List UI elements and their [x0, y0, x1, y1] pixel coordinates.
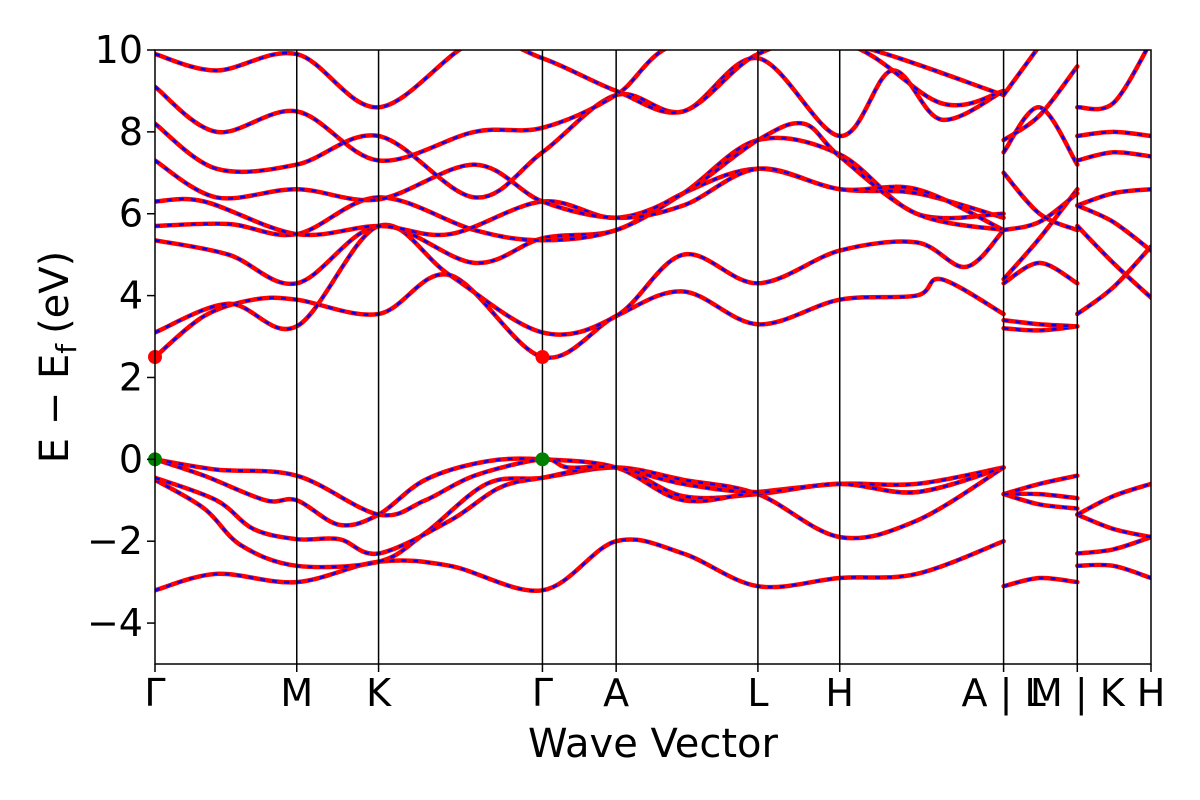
band-line-dashed-33: [1076, 187, 1151, 207]
band-line-dashed-29: [1076, 482, 1151, 516]
band-line-dashed-24: [1002, 106, 1079, 166]
band-line-37: [1075, 50, 1149, 112]
y-tick-label-3: 2: [119, 355, 143, 399]
band-line-dashed-37: [1077, 50, 1148, 111]
x-tick-label-1: M: [280, 671, 313, 715]
band-line-dashed-10: [155, 159, 1005, 232]
band-line-10: [155, 158, 1006, 233]
band-line-dashed-20: [1002, 261, 1078, 285]
y-axis-label: E − Ef (eV): [32, 251, 83, 464]
band-line-dashed-34: [1076, 204, 1151, 252]
band-line-dashed-26: [1002, 50, 1039, 96]
band-line-5: [155, 272, 1006, 361]
x-tick-label-8: M | K: [1030, 671, 1126, 716]
band-line-6: [155, 222, 1006, 337]
y-axis-label-subscript: f: [50, 343, 83, 354]
band-line-30: [1075, 562, 1151, 581]
band-line-dashed-6: [155, 223, 1005, 336]
band-line-33: [1075, 186, 1151, 208]
band-line-34: [1075, 203, 1151, 253]
x-tick-label-4: A: [603, 671, 629, 715]
band-line-25: [1001, 64, 1080, 143]
y-axis-ticks: −4 −2 0 2 4 6 8 10: [87, 28, 155, 645]
y-tick-label-6: 8: [119, 110, 143, 154]
band-line-dashed-31: [1076, 245, 1151, 316]
y-tick-label-7: 10: [95, 28, 143, 72]
band-extrema-markers: [148, 350, 550, 467]
band-line-dashed-21: [1002, 188, 1079, 281]
x-tick-label-3: Γ: [532, 671, 553, 715]
x-tick-label-2: K: [366, 671, 392, 715]
band-line-dashed-14: [1003, 576, 1078, 588]
bands-group: [155, 50, 1151, 594]
x-tick-label-6: H: [825, 671, 854, 715]
band-line-27: [1075, 534, 1151, 556]
band-line-dashed-0: [155, 538, 1005, 593]
plot-frame: [154, 49, 1152, 665]
band-line-31: [1075, 244, 1151, 317]
band-line-2: [155, 464, 1006, 557]
band-line-dashed-9: [155, 121, 1004, 237]
band-line-dashed-27: [1077, 535, 1151, 555]
x-tick-label-5: L: [747, 671, 768, 715]
band-line-dashed-5: [155, 273, 1005, 360]
y-tick-label-4: 4: [119, 274, 143, 318]
band-line-dashed-15: [1003, 492, 1078, 510]
band-line-28: [1075, 512, 1151, 540]
band-line-17: [1001, 491, 1080, 501]
band-line-dashed-28: [1076, 513, 1151, 539]
band-line-dashed-22: [1003, 192, 1079, 232]
band-line-dashed-32: [1076, 225, 1151, 299]
x-tick-label-9: H: [1137, 671, 1166, 715]
band-line-dashed-7: [155, 167, 1004, 286]
x-tick-label-7: A | L: [962, 671, 1046, 716]
y-axis-label-main: E − E: [32, 354, 78, 464]
vbm-marker-1: [535, 452, 550, 467]
band-line-dashed-2: [155, 465, 1004, 556]
x-axis-label: Wave Vector: [528, 721, 779, 767]
y-tick-label-1: −2: [87, 519, 143, 563]
kpoint-lines-group: [296, 50, 1079, 664]
band-line-dashed-19: [1003, 318, 1078, 328]
y-tick-label-5: 6: [119, 192, 143, 236]
cbm-marker-1: [535, 350, 550, 364]
band-line-dashed-12: [155, 50, 1004, 162]
band-line-dashed-36: [1077, 151, 1151, 162]
y-axis-label-unit: (eV): [32, 251, 78, 334]
band-line-dashed-35: [1077, 130, 1151, 138]
band-line-dashed-23: [1002, 171, 1078, 232]
band-line-9: [155, 120, 1006, 238]
y-tick-label-2: 0: [119, 437, 143, 481]
x-tick-label-0: Γ: [144, 671, 165, 715]
band-line-dashed-11: [155, 56, 1005, 199]
y-tick-label-0: −4: [87, 601, 143, 645]
band-line-11: [155, 55, 1006, 200]
band-line-dashed-16: [1003, 474, 1078, 496]
